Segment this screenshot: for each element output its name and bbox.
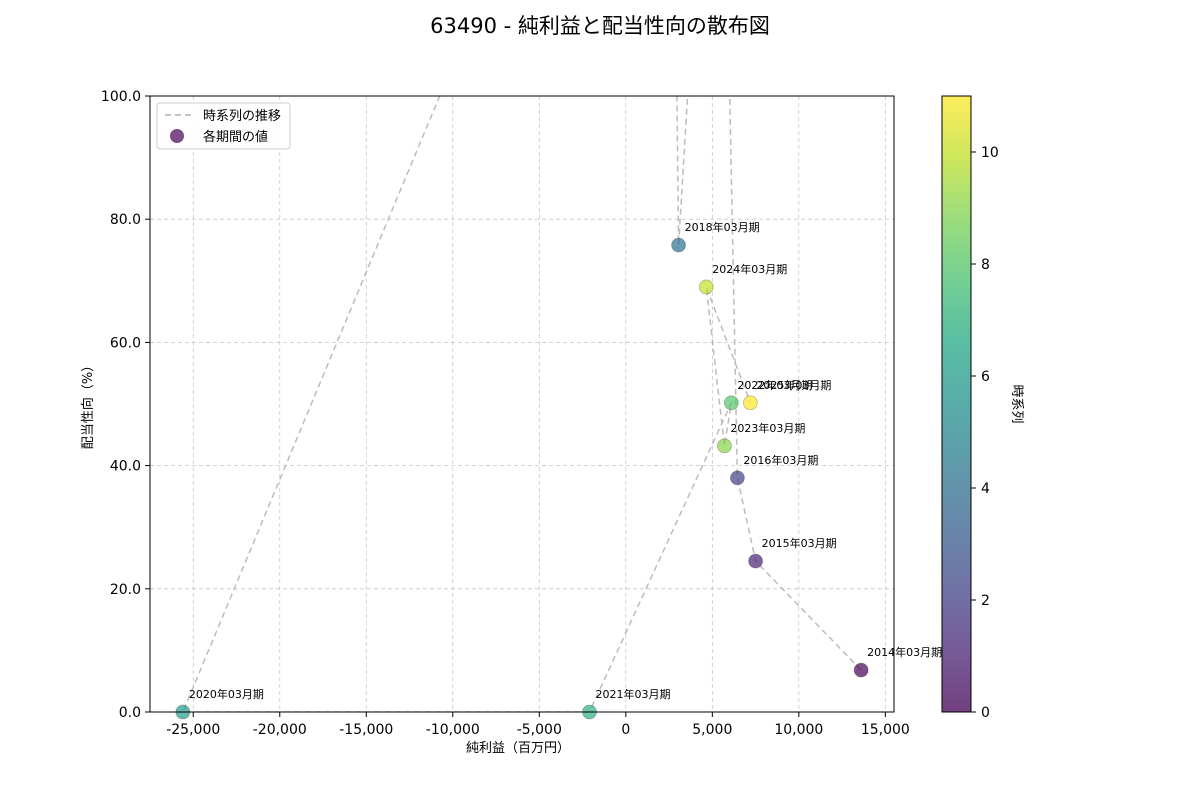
data-point-label: 2014年03月期 [867,645,942,659]
colorbar-tick-label: 6 [981,369,990,385]
colorbar-frame [941,95,972,713]
data-point [717,438,732,454]
y-tick-label: 0.0 [119,705,141,721]
data-point-label: 2020年03月期 [189,687,264,701]
data-point-label: 2023年03月期 [730,421,805,435]
x-tick-label: -10,000 [426,722,480,738]
data-point-label: 2015年03月期 [762,536,837,550]
x-tick-label: 10,000 [774,722,823,738]
x-tick-label: -5,000 [517,722,562,738]
colorbar-tick-label: 10 [981,145,999,161]
legend-line-label: 時系列の推移 [203,109,281,124]
data-point-label: 2024年03月期 [712,262,787,276]
point-label-layer: 2014年03月期 2015年03月期 2016年03月期 2018年03月期 2020… [189,220,942,701]
x-tick-label: 0 [621,722,630,738]
x-axis-label: 純利益（百万円） [466,741,570,756]
data-point [730,470,745,486]
x-tick-label: -25,000 [166,722,220,738]
legend: 時系列の推移 各期間の値 [156,102,291,150]
y-axis-ticks: 0.0 20.0 40.0 60.0 80.0 100.0 [101,89,150,721]
legend-scatter-label: 各期間の値 [203,129,268,145]
colorbar-tick-label: 8 [981,257,990,273]
time-series-path [182,96,862,712]
y-tick-label: 40.0 [110,459,141,475]
x-axis-ticks: -25,000 -20,000 -15,000 -10,000 -5,000 0 5,000… [166,712,910,738]
plot-frame [149,95,895,713]
data-point [723,395,739,411]
y-axis-label: 配当性向（%） [80,359,96,449]
colorbar-tick-label: 2 [981,593,990,609]
legend-scatter-swatch [170,129,184,143]
data-point [742,395,758,411]
x-tick-label: -20,000 [253,722,307,738]
x-tick-label: 15,000 [861,722,910,738]
data-point [853,662,869,678]
colorbar-ticks: 0 2 4 6 8 10 [971,145,999,721]
colorbar-tick-label: 0 [981,705,990,721]
data-point-label: 2022年03月期 [737,378,812,392]
colorbar: 0 2 4 6 8 10 時系列 [941,95,1024,721]
y-tick-label: 80.0 [110,212,141,228]
colorbar-tick-label: 4 [981,481,990,497]
data-point [698,279,714,295]
data-point-label: 2025年03月期 [756,378,831,392]
data-point-label: 2016年03月期 [743,453,818,467]
data-point [671,237,686,253]
chart-title: 63490 - 純利益と配当性向の散布図 [430,14,770,38]
colorbar-gradient [942,96,971,712]
x-tick-label: 5,000 [692,722,732,738]
time-series-line [182,96,862,712]
y-tick-label: 60.0 [110,335,141,351]
data-point-label: 2018年03月期 [685,220,760,234]
grid-layer [150,95,894,713]
y-tick-label: 100.0 [101,89,141,105]
colorbar-label: 時系列 [1009,384,1024,423]
data-point-label: 2021年03月期 [595,687,670,701]
x-tick-label: -15,000 [339,722,393,738]
y-tick-label: 20.0 [110,582,141,598]
data-point [748,553,763,569]
